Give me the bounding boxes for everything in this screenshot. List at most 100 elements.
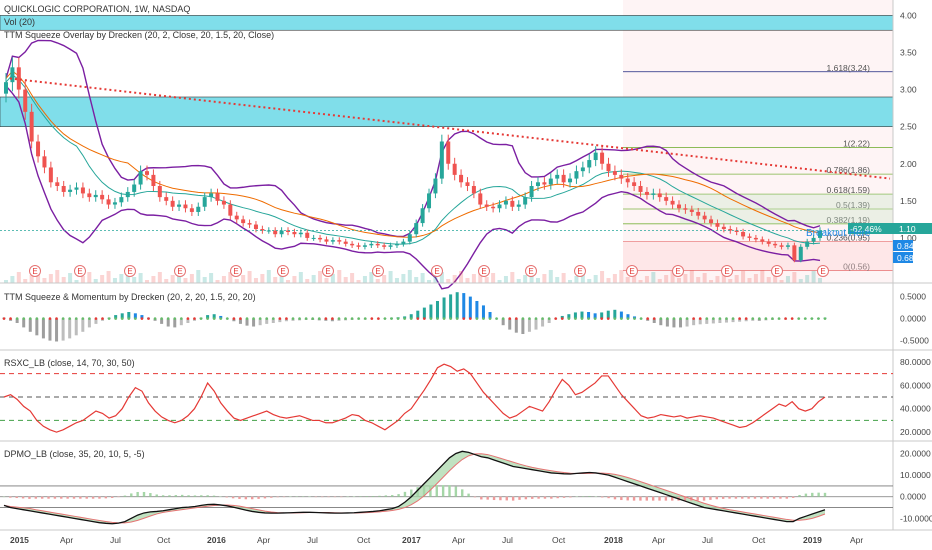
- dpmo-histogram-bar: [645, 496, 648, 501]
- overlay-label: TTM Squeeze Overlay by Drecken (20, 2, C…: [4, 30, 274, 40]
- volume-bar: [516, 279, 521, 283]
- momentum-bar: [245, 318, 249, 326]
- volume-bar: [715, 276, 720, 283]
- squeeze-dot: [127, 317, 131, 320]
- dpmo-histogram-bar: [244, 496, 248, 500]
- momentum-bar: [606, 310, 610, 319]
- recent-shading: [623, 0, 893, 283]
- price-axis: 4.00 3.50 3.00 2.50 2.00 1.50 1.00: [900, 10, 917, 243]
- squeeze-tick-label: 0.5000: [900, 292, 926, 302]
- squeeze-dot: [396, 317, 400, 320]
- momentum-bar: [429, 304, 433, 319]
- squeeze-dot: [337, 317, 341, 320]
- earnings-letter: E: [77, 267, 82, 276]
- momentum-bar: [232, 318, 236, 322]
- momentum-bar: [521, 318, 525, 334]
- dpmo-histogram-bar: [473, 496, 477, 498]
- squeeze-dot: [298, 317, 301, 320]
- volume-bar: [138, 273, 143, 283]
- volume-bar: [382, 275, 387, 283]
- squeeze-dot: [462, 317, 466, 320]
- dpmo-histogram-bar: [753, 496, 757, 499]
- volume-bar: [407, 270, 412, 283]
- rsx-label: RSXC_LB (close, 14, 70, 30, 50): [4, 358, 135, 368]
- time-tick-label: 2016: [207, 535, 226, 545]
- volume-bar: [632, 273, 637, 283]
- rsx-tick-label: 20.0000: [900, 427, 931, 437]
- price-tick-label: 3.50: [900, 48, 917, 58]
- volume-bar: [177, 271, 182, 283]
- squeeze-dot: [587, 317, 590, 320]
- dpmo-histogram-bar: [130, 493, 133, 497]
- squeeze-dot: [515, 317, 518, 320]
- dpmo-histogram-bar: [60, 496, 63, 499]
- earnings-marker: [124, 265, 136, 277]
- squeeze-dot: [120, 317, 124, 320]
- momentum-bar: [665, 318, 669, 327]
- candle-body: [433, 178, 438, 194]
- candle-body: [106, 199, 111, 205]
- earnings-letter: E: [820, 267, 825, 276]
- volume-bar: [61, 277, 66, 283]
- dpmo-histogram-bar: [441, 485, 445, 497]
- momentum-bar: [659, 318, 663, 326]
- squeeze-dot: [646, 317, 649, 320]
- momentum-bar: [718, 318, 722, 323]
- volume-bar: [805, 275, 810, 283]
- volume-bar: [369, 272, 374, 283]
- momentum-bar: [619, 311, 623, 319]
- candle-body: [798, 246, 803, 261]
- candle-body: [811, 237, 816, 242]
- squeeze-dot: [613, 317, 617, 320]
- squeeze-dot: [475, 317, 479, 320]
- dpmo-histogram-bar: [696, 496, 699, 501]
- recent-shade: [623, 0, 893, 283]
- volume-bar: [478, 270, 483, 283]
- momentum-bar: [48, 318, 52, 341]
- squeeze-dot: [771, 317, 774, 320]
- volume-bar: [337, 270, 342, 283]
- earnings-marker: [322, 265, 334, 277]
- momentum-bar: [541, 318, 545, 327]
- volume-bar: [510, 272, 515, 283]
- momentum-bar: [705, 318, 709, 324]
- volume-bar: [561, 273, 566, 283]
- squeeze-dot: [186, 317, 190, 320]
- momentum-bar: [567, 314, 571, 319]
- squeeze-dot: [193, 317, 196, 320]
- volume-bar: [798, 279, 803, 283]
- squeeze-dot: [725, 317, 728, 320]
- dpmo-histogram-bar: [28, 496, 31, 499]
- candle-body: [728, 229, 733, 231]
- rsx-tick-label: 60.0000: [900, 380, 931, 390]
- volume-bar: [612, 274, 617, 283]
- volume-bar: [151, 276, 156, 283]
- time-tick-label: Apr: [60, 535, 73, 545]
- candle-body: [247, 223, 252, 225]
- squeeze-dot: [534, 317, 538, 320]
- volume-bar: [580, 272, 585, 283]
- fib-label: 1(2.22): [843, 138, 870, 148]
- dpmo-histogram-bar: [200, 495, 203, 497]
- candle-body: [792, 245, 797, 261]
- fib-label: 0.5(1.39): [836, 200, 870, 210]
- dpmo-histogram-bar: [276, 496, 279, 498]
- squeeze-dot: [206, 317, 209, 320]
- squeeze-dot: [685, 317, 689, 320]
- volume-bar: [183, 278, 188, 283]
- candle-body: [612, 171, 617, 175]
- candle-body: [394, 243, 399, 246]
- squeeze-dot: [101, 317, 104, 320]
- squeeze-dot: [698, 317, 702, 320]
- candle-body: [574, 171, 579, 179]
- dpmo-histogram-bar: [416, 487, 419, 497]
- volume-bar: [484, 277, 489, 283]
- volume-bar: [394, 278, 399, 283]
- squeeze-dot: [547, 317, 551, 320]
- dpmo-histogram-bar: [467, 493, 470, 497]
- candle-body: [145, 171, 150, 175]
- squeeze-dot: [528, 317, 531, 320]
- dpmo-histogram-bar: [569, 496, 572, 498]
- squeeze-dot: [705, 317, 709, 320]
